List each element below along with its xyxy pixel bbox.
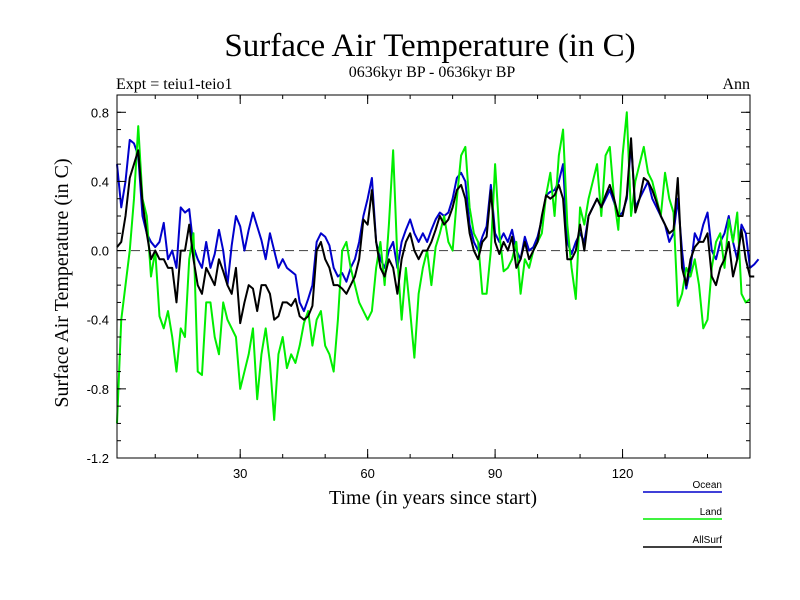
y-axis-label: Surface Air Temperature (in C) <box>51 158 73 407</box>
legend: Ocean Land AllSurf <box>643 480 723 548</box>
season-label: Ann <box>722 76 750 93</box>
y-tick-label: -0.4 <box>87 313 109 328</box>
legend-label-allsurf: AllSurf <box>693 535 723 546</box>
chart-subtitle: 0636kyr BP - 0636kyr BP <box>349 64 516 81</box>
chart-title: Surface Air Temperature (in C) <box>224 28 635 64</box>
x-tick-label: 120 <box>612 466 634 481</box>
plot-area: -1.2 -0.8 -0.4 0.0 0.4 0.8 30 60 90 120 <box>87 94 760 481</box>
x-axis-label: Time (in years since start) <box>329 487 537 509</box>
y-tick-label: 0.0 <box>91 244 109 259</box>
series-line-ocean <box>116 138 760 313</box>
x-tick-label: 30 <box>233 466 247 481</box>
series-line-allsurf <box>116 137 755 325</box>
y-tick-label: -1.2 <box>87 451 109 466</box>
y-tick-label: -0.8 <box>87 382 109 397</box>
experiment-label: Expt = teiu1-teio1 <box>116 76 233 93</box>
plot-frame <box>116 94 751 459</box>
x-tick-label: 90 <box>488 466 502 481</box>
series-line-land <box>116 111 751 424</box>
x-tick-label: 60 <box>360 466 374 481</box>
legend-label-land: Land <box>700 507 722 518</box>
y-tick-label: 0.8 <box>91 105 109 120</box>
legend-label-ocean: Ocean <box>693 480 722 491</box>
y-tick-label: 0.4 <box>91 174 109 189</box>
